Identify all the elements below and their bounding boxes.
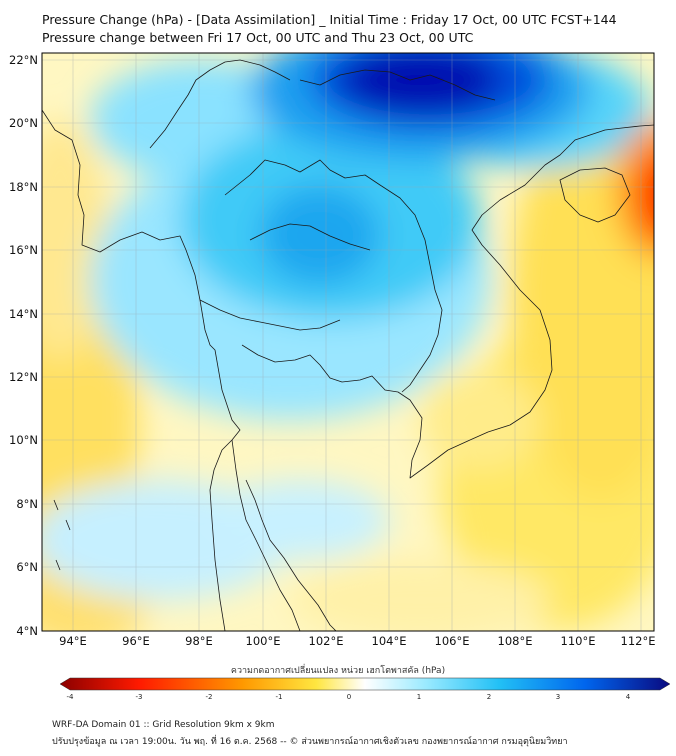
- colorbar-bar: [59, 677, 671, 691]
- lat-label: 14°N: [9, 307, 38, 321]
- coastlines: [42, 59, 654, 631]
- colorbar-tick: 3: [556, 693, 560, 701]
- lon-label: 96°E: [122, 634, 150, 648]
- chart-subtitle: Pressure change between Fri 17 Oct, 00 U…: [42, 30, 474, 45]
- lon-label: 100°E: [246, 634, 281, 648]
- lat-label: 10°N: [9, 433, 38, 447]
- lat-label: 22°N: [9, 53, 38, 67]
- lat-axis: 22°N 20°N 18°N 16°N 14°N 12°N 10°N 8°N 6…: [9, 53, 38, 638]
- lon-label: 98°E: [185, 634, 213, 648]
- colorbar-tick: -2: [206, 693, 213, 701]
- plot-frame: [41, 52, 655, 632]
- colorbar-tick: 0: [347, 693, 351, 701]
- colorbar-tick: -4: [67, 693, 75, 701]
- lon-label: 102°E: [309, 634, 344, 648]
- colorbar-tick: 2: [487, 693, 491, 701]
- colorbar: -4 -3 -2 -1 0 1 2 3 4: [59, 677, 671, 701]
- lat-label: 8°N: [16, 497, 38, 511]
- lon-label: 108°E: [498, 634, 533, 648]
- lat-label: 6°N: [16, 560, 38, 574]
- lon-label: 112°E: [621, 634, 656, 648]
- pressure-field: [42, 53, 654, 631]
- chart-title: Pressure Change (hPa) - [Data Assimilati…: [42, 12, 617, 27]
- footer-model-info: WRF-DA Domain 01 :: Grid Resolution 9km …: [52, 720, 275, 730]
- footer-credit: ปรับปรุงข้อมูล ณ เวลา 19:00น. วัน พฤ. ที…: [52, 737, 568, 747]
- lon-label: 106°E: [435, 634, 470, 648]
- lon-label: 104°E: [372, 634, 407, 648]
- colorbar-label: ความกดอากาศเปลี่ยนแปลง หน่วย เฮกโตพาสคัล…: [230, 666, 446, 676]
- colorbar-tick: -3: [136, 693, 143, 701]
- lon-label: 110°E: [561, 634, 596, 648]
- colorbar-tick: 1: [417, 693, 421, 701]
- colorbar-tick: 4: [626, 693, 631, 701]
- lat-label: 12°N: [9, 370, 38, 384]
- lat-label: 4°N: [16, 624, 38, 638]
- colorbar-tick: -1: [276, 693, 283, 701]
- lon-axis: 94°E 96°E 98°E 100°E 102°E 104°E 106°E 1…: [59, 634, 655, 648]
- lon-label: 94°E: [59, 634, 87, 648]
- gridlines: [42, 53, 654, 631]
- lat-label: 16°N: [9, 243, 38, 257]
- lat-label: 18°N: [9, 180, 38, 194]
- lat-label: 20°N: [9, 116, 38, 130]
